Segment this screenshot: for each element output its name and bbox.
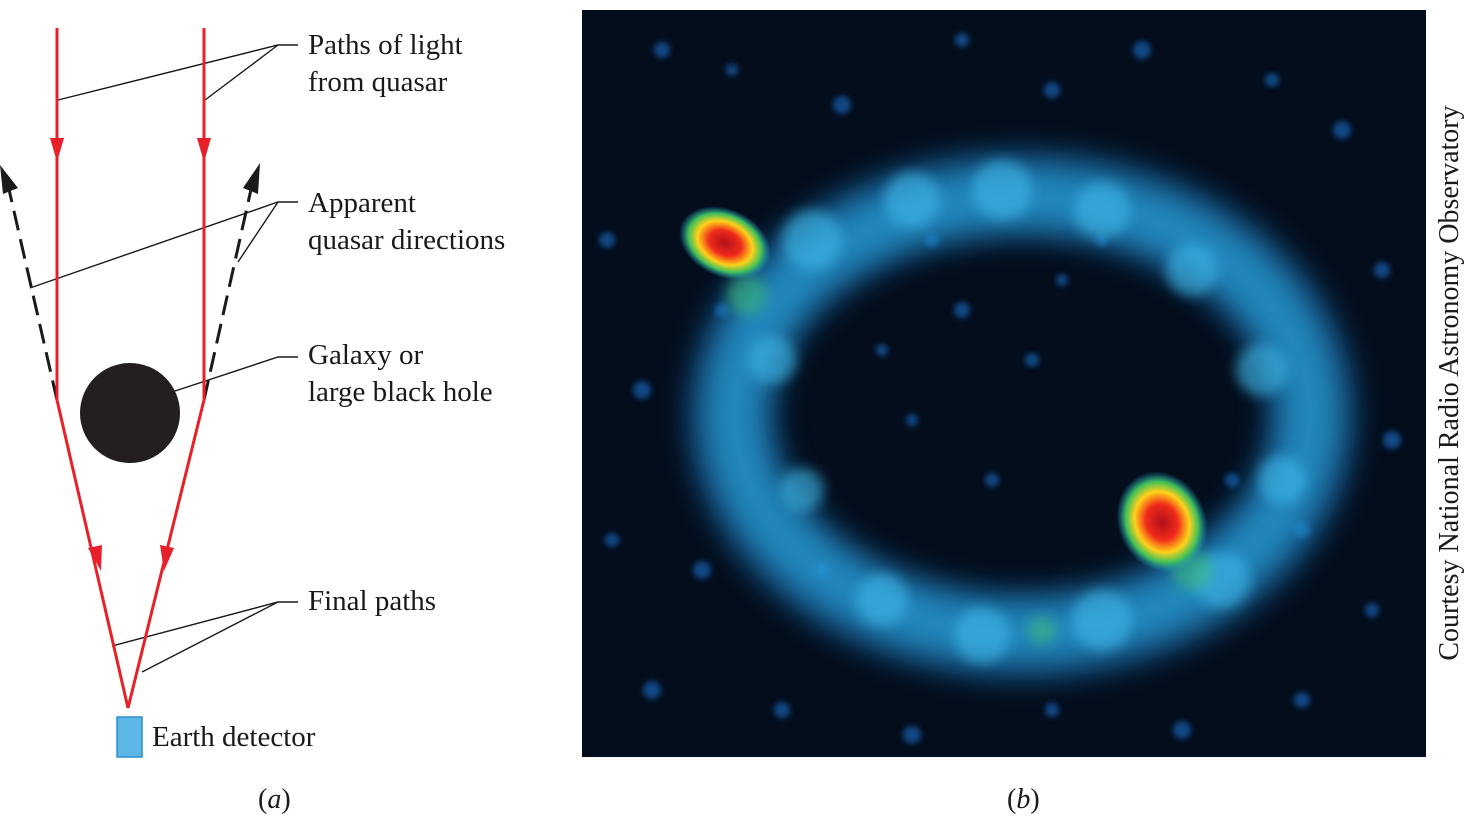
earth-detector: [116, 716, 143, 758]
label-apparent-directions: Apparent quasar directions: [308, 187, 506, 256]
arrowhead-icon: [243, 163, 260, 194]
leader-lines: [29, 44, 298, 673]
apparent-quasar-direction-right: [202, 163, 260, 401]
label-paths-of-light: Paths of light from quasar: [308, 29, 463, 98]
label-earth-detector: Earth detector: [152, 721, 316, 753]
caption-a: (a): [258, 784, 291, 815]
label-galaxy: Galaxy or large black hole: [308, 339, 493, 408]
arrowhead-icon: [0, 165, 18, 194]
lensing-diagram: [0, 28, 298, 758]
light-path-arrowheads: [50, 138, 211, 571]
black-hole: [80, 363, 180, 463]
image-credit: Courtesy National Radio Astronomy Observ…: [1434, 105, 1465, 661]
quasar-image-hotspots: [679, 206, 1208, 573]
einstein-ring: [687, 150, 1357, 680]
apparent-quasar-direction-left: [0, 165, 59, 401]
einstein-ring-image: [582, 10, 1426, 757]
caption-b: (b): [1007, 784, 1040, 815]
label-final-paths: Final paths: [308, 585, 437, 617]
